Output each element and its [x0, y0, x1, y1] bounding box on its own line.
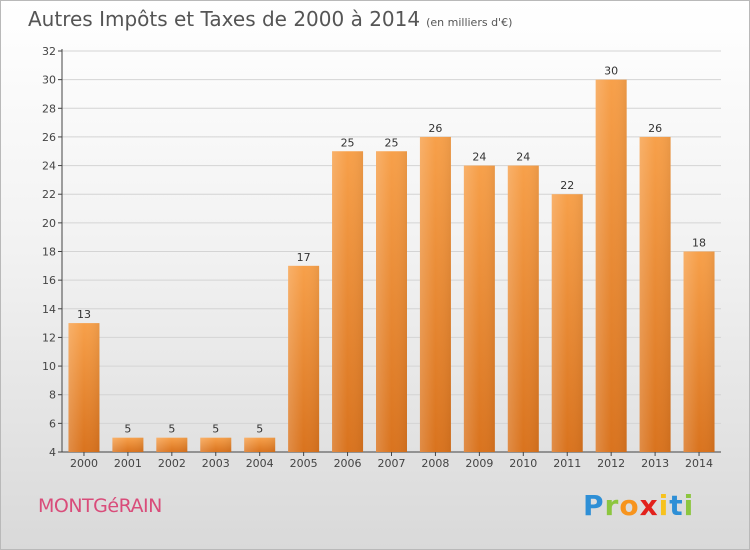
bar-shade: [200, 437, 232, 452]
x-tick-label: 2003: [202, 457, 230, 470]
x-tick-label: 2011: [553, 457, 581, 470]
bar-shade: [156, 437, 188, 452]
x-tick-label: 2009: [465, 457, 493, 470]
chart-title: Autres Impôts et Taxes de 2000 à 2014 (en…: [28, 7, 512, 31]
bar-shade: [244, 437, 276, 452]
data-label: 25: [341, 136, 355, 149]
bar-shade: [595, 79, 627, 453]
y-tick-label: 10: [42, 360, 56, 373]
data-label: 26: [428, 122, 442, 135]
data-label: 24: [516, 151, 530, 164]
bar-shade: [683, 251, 715, 452]
y-tick-label: 4: [49, 446, 56, 459]
data-label: 17: [297, 251, 311, 264]
bar-shade: [288, 265, 320, 452]
y-tick-label: 12: [42, 331, 56, 344]
bar-shade: [551, 194, 583, 452]
x-tick-label: 2000: [70, 457, 98, 470]
commune-name: MONTGéRAIN: [38, 495, 162, 517]
y-tick-label: 20: [42, 217, 56, 230]
data-label: 24: [472, 151, 486, 164]
data-label: 5: [124, 423, 131, 436]
data-label: 13: [77, 308, 91, 321]
y-tick-label: 6: [49, 417, 56, 430]
data-label: 18: [692, 237, 706, 250]
data-label: 25: [385, 136, 399, 149]
y-tick-label: 28: [42, 102, 56, 115]
x-tick-label: 2001: [114, 457, 142, 470]
y-tick-label: 24: [42, 160, 56, 173]
data-label: 30: [604, 65, 618, 78]
bar-shade: [112, 437, 144, 452]
bar-shade: [376, 151, 407, 452]
x-tick-label: 2005: [290, 457, 318, 470]
chart-title-main: Autres Impôts et Taxes de 2000 à 2014: [28, 7, 421, 31]
x-tick-label: 2014: [685, 457, 713, 470]
x-tick-label: 2006: [334, 457, 362, 470]
x-tick-label: 2002: [158, 457, 186, 470]
proxiti-logo: Proxiti: [583, 489, 695, 522]
x-tick-label: 2007: [378, 457, 406, 470]
chart-subtitle: (en milliers d'€): [426, 16, 513, 29]
bar-shade: [419, 136, 451, 452]
x-tick-label: 2004: [246, 457, 274, 470]
y-tick-label: 14: [42, 303, 56, 316]
data-label: 5: [168, 423, 175, 436]
x-tick-label: 2010: [509, 457, 537, 470]
data-label: 26: [648, 122, 662, 135]
bar-shade: [68, 323, 100, 452]
y-tick-label: 32: [42, 45, 56, 58]
data-label: 5: [212, 423, 219, 436]
x-tick-label: 2012: [597, 457, 625, 470]
data-label: 5: [256, 423, 263, 436]
y-tick-label: 18: [42, 246, 56, 259]
bar-shade: [507, 165, 539, 453]
x-tick-label: 2008: [421, 457, 449, 470]
y-tick-label: 26: [42, 131, 56, 144]
x-tick-label: 2013: [641, 457, 669, 470]
bar-shade: [332, 151, 364, 452]
bar-shade: [639, 136, 671, 452]
data-label: 22: [560, 179, 574, 192]
y-tick-label: 30: [42, 74, 56, 87]
y-tick-label: 16: [42, 274, 56, 287]
y-tick-label: 8: [49, 389, 56, 402]
bar-shade: [463, 165, 495, 453]
y-tick-label: 22: [42, 188, 56, 201]
